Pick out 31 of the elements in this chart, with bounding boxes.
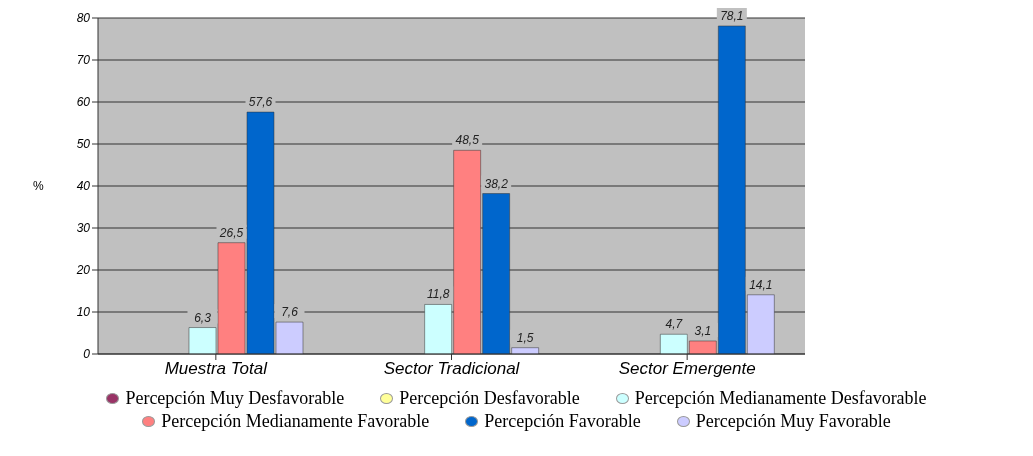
y-tick-label: 0 — [83, 347, 91, 362]
x-tick-label: Sector Emergente — [618, 359, 756, 379]
data-label: 1,5 — [516, 330, 534, 345]
legend-label: Percepción Medianamente Desfavorable — [633, 388, 927, 409]
data-label: 78,1 — [720, 8, 744, 23]
x-tick-label: Muestra Total — [164, 359, 269, 379]
legend-label: Percepción Muy Favorable — [694, 411, 891, 432]
data-label: 38,2 — [484, 176, 509, 191]
data-label: 4,7 — [665, 317, 684, 332]
data-label: 6,3 — [194, 310, 212, 325]
y-tick-label: 70 — [76, 53, 91, 68]
x-tick-label: Sector Tradicional — [383, 359, 521, 379]
y-tick-label: 80 — [76, 11, 91, 26]
data-label: 14,1 — [749, 277, 773, 292]
y-axis-title: % — [33, 179, 44, 194]
legend-label: Percepción Favorable — [483, 411, 641, 432]
data-label: 48,5 — [455, 133, 480, 148]
y-tick-label: 30 — [76, 221, 91, 236]
data-label: 26,5 — [218, 225, 244, 240]
legend-label: Percepción Muy Desfavorable — [124, 388, 345, 409]
y-tick-label: 40 — [76, 179, 91, 194]
legend-label: Percepción Medianamente Favorable — [160, 411, 430, 432]
y-tick-label: 20 — [75, 263, 91, 278]
data-label: 57,6 — [248, 95, 273, 110]
y-tick-label: 60 — [76, 95, 91, 110]
y-tick-label: 10 — [76, 305, 91, 320]
data-label: 3,1 — [694, 323, 712, 338]
y-tick-label: 50 — [76, 137, 91, 152]
legend-label: Percepción Desfavorable — [398, 388, 580, 409]
data-label: 7,6 — [281, 305, 299, 320]
data-label: 11,8 — [426, 287, 450, 302]
